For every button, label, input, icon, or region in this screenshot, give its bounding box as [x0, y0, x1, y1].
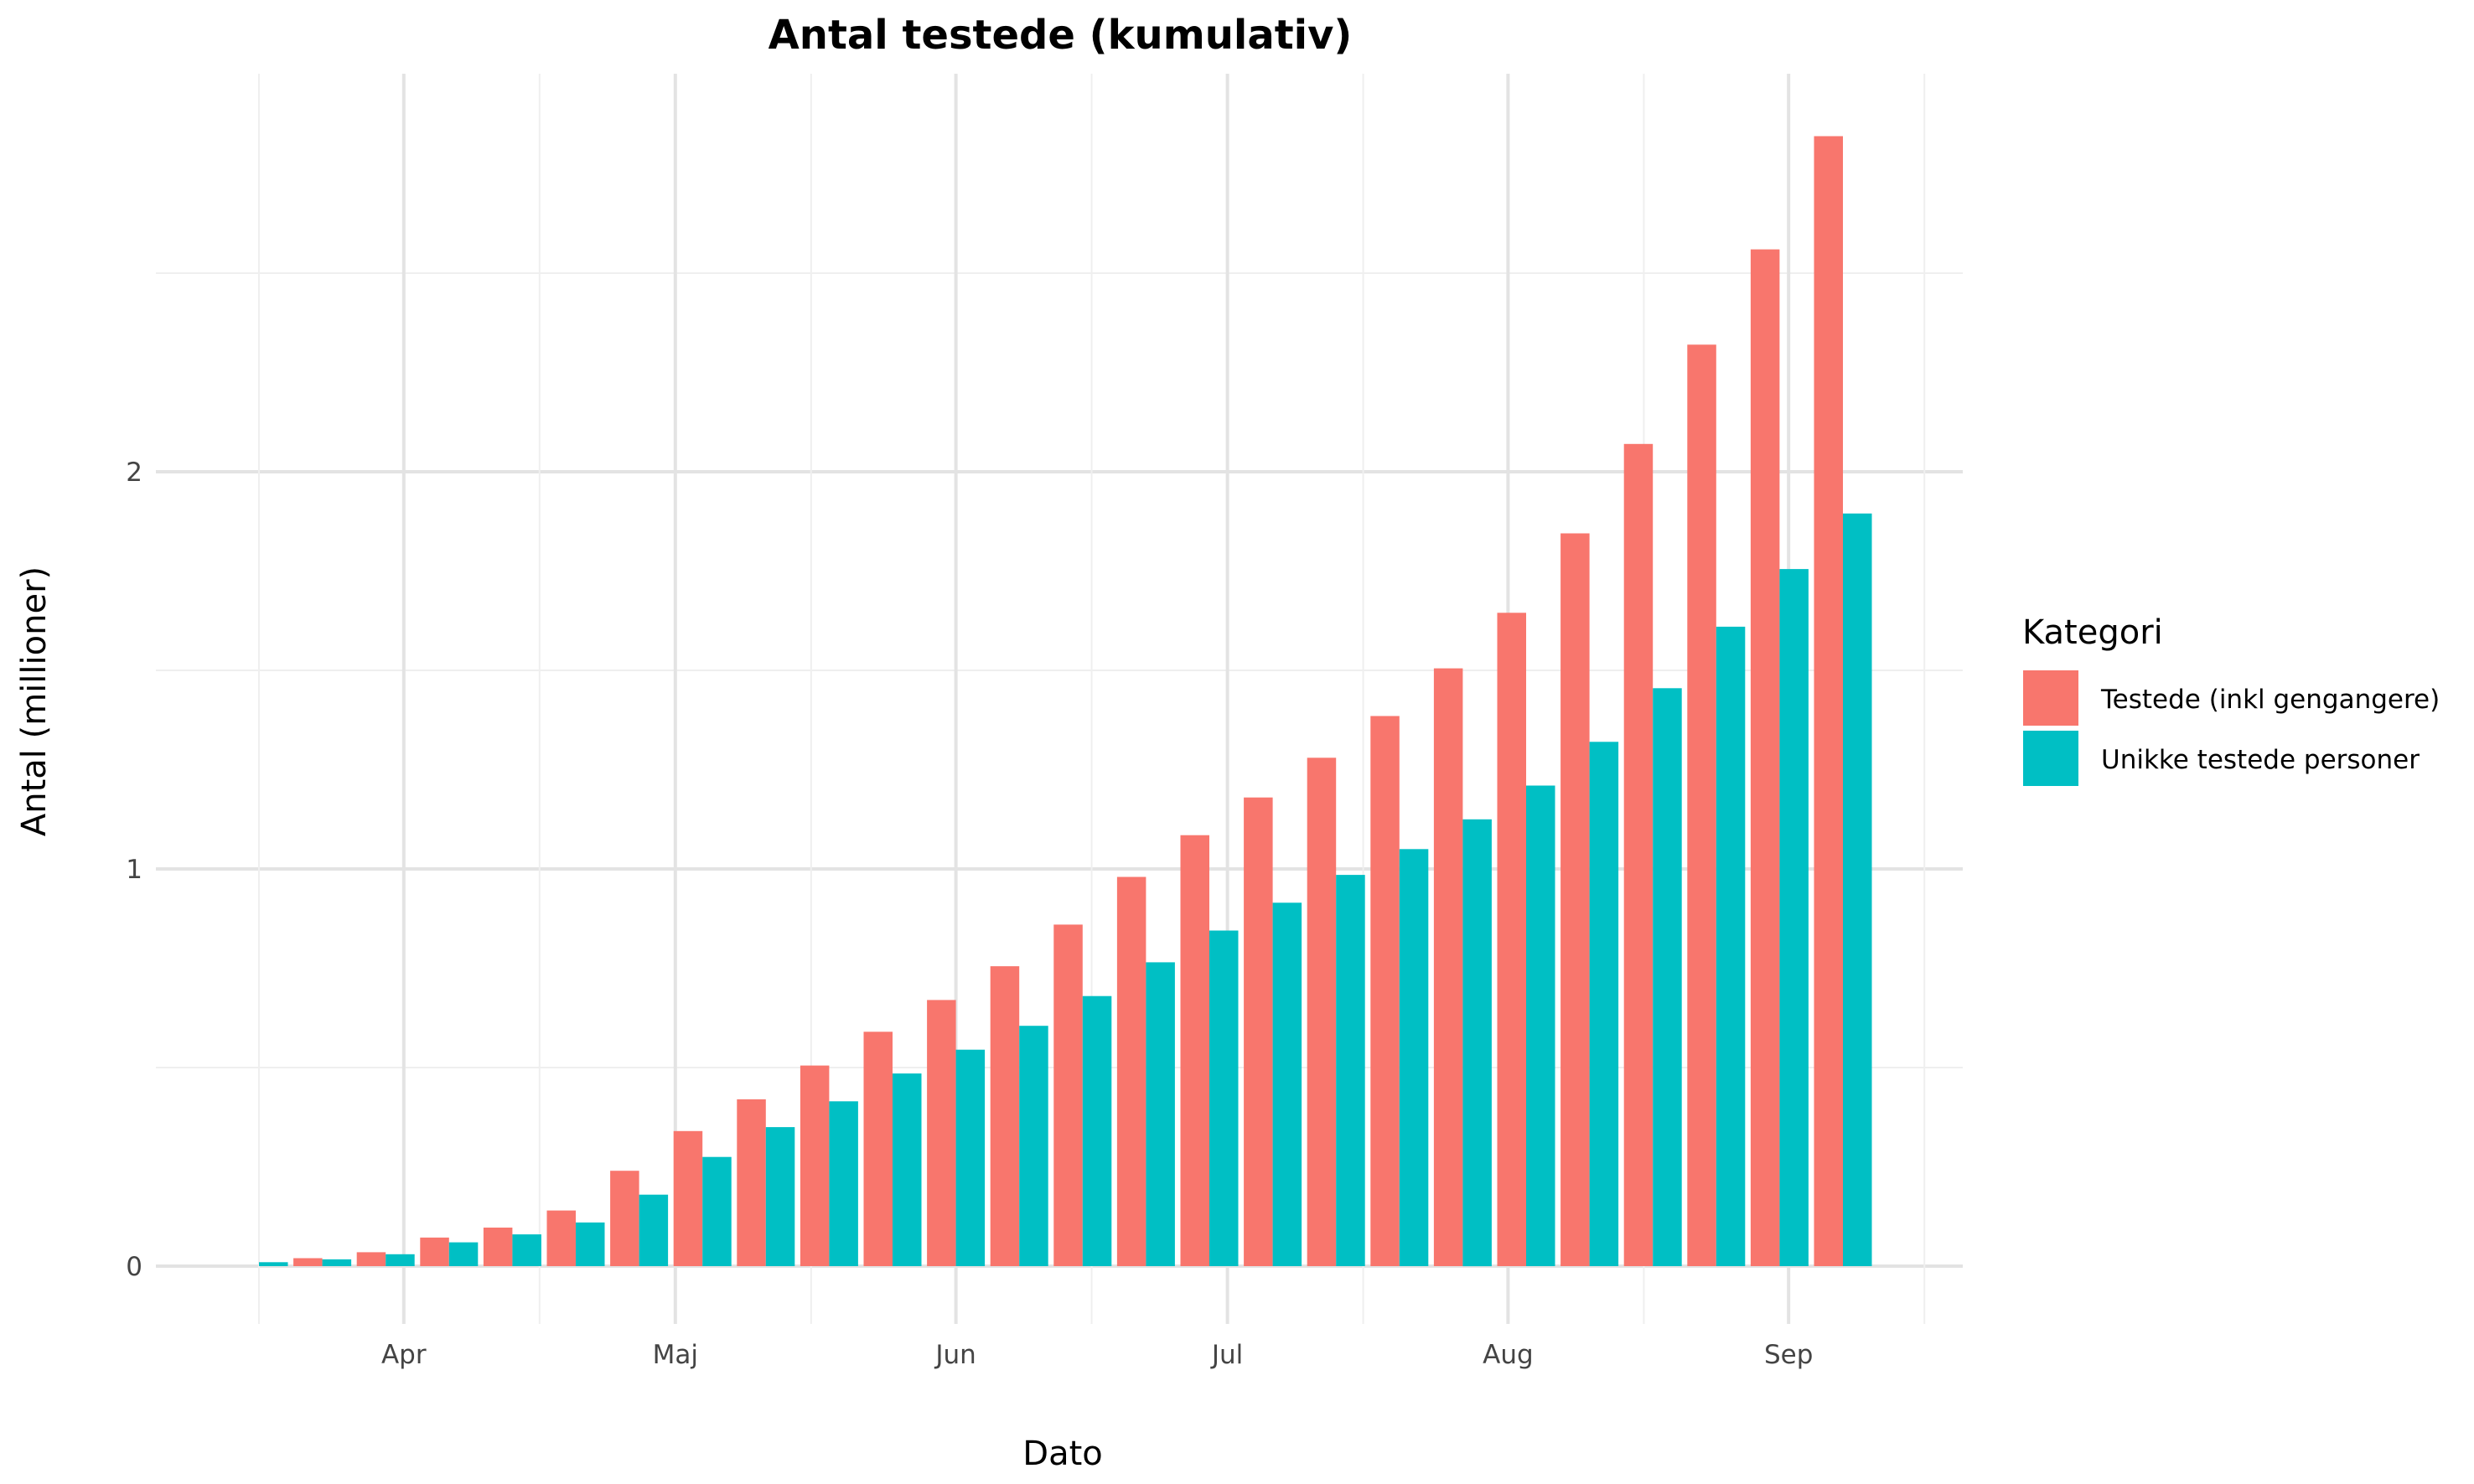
bar-unikke	[1272, 902, 1302, 1266]
bar-testede	[420, 1237, 449, 1266]
bar-testede	[1433, 668, 1463, 1266]
bar-testede	[1053, 924, 1083, 1266]
y-axis-title: Antal (millioner)	[15, 566, 54, 836]
bar-unikke	[1843, 513, 1872, 1266]
bar-testede	[1687, 344, 1716, 1266]
bar-unikke	[1082, 995, 1112, 1266]
bar-unikke	[1019, 1026, 1048, 1266]
bar-unikke	[512, 1234, 541, 1266]
bar-testede	[1814, 136, 1843, 1266]
bar-testede	[293, 1258, 323, 1266]
legend-title: Kategori	[2022, 613, 2163, 652]
legend-key-unikke	[2023, 731, 2078, 786]
bar-testede	[1307, 758, 1337, 1266]
bar-unikke	[1589, 742, 1619, 1266]
bar-testede	[863, 1032, 893, 1266]
bar-unikke	[639, 1194, 669, 1266]
legend-label-testede: Testede (inkl gengangere)	[2100, 685, 2440, 715]
legend-key-testede	[2023, 670, 2078, 726]
bar-unikke	[829, 1101, 858, 1266]
x-tick-label: Jun	[934, 1340, 976, 1370]
y-tick-label: 2	[126, 458, 142, 488]
y-tick-label: 1	[126, 855, 142, 885]
bar-testede	[1560, 533, 1590, 1266]
bar-unikke	[322, 1259, 352, 1266]
bar-testede	[1497, 613, 1526, 1266]
bar-unikke	[1462, 819, 1492, 1267]
legend: Kategori Testede (inkl gengangere) Unikk…	[2022, 613, 2440, 786]
bar-unikke	[448, 1242, 479, 1266]
bar-unikke	[259, 1262, 288, 1266]
bar-testede	[990, 966, 1020, 1266]
bar-testede	[800, 1065, 830, 1266]
bar-testede	[546, 1210, 576, 1266]
bar-testede	[1116, 876, 1146, 1266]
bar-unikke	[1209, 930, 1239, 1266]
bar-unikke	[1526, 785, 1555, 1266]
bars	[259, 136, 1872, 1267]
bar-testede	[610, 1171, 639, 1266]
bar-testede	[1623, 443, 1654, 1266]
bar-testede	[673, 1130, 703, 1266]
x-tick-label: Jul	[1210, 1340, 1243, 1370]
bar-unikke	[1716, 626, 1746, 1266]
tick-labels: Apr Maj Jun Jul Aug Sep 0 1 2	[126, 458, 1813, 1370]
bar-testede	[1244, 797, 1273, 1266]
bar-testede	[483, 1228, 513, 1266]
bar-unikke	[386, 1254, 415, 1266]
bar-testede	[1750, 249, 1780, 1267]
bar-testede	[356, 1252, 386, 1266]
x-tick-label: Sep	[1764, 1340, 1813, 1370]
bar-unikke	[955, 1049, 986, 1266]
bar-unikke	[702, 1156, 732, 1266]
x-tick-label: Aug	[1483, 1340, 1534, 1370]
bar-testede	[927, 1000, 956, 1266]
bar-unikke	[576, 1222, 605, 1266]
bar-testede	[1370, 716, 1400, 1266]
x-tick-label: Maj	[653, 1340, 698, 1370]
legend-label-unikke: Unikke testede personer	[2101, 745, 2420, 775]
bar-unikke	[893, 1073, 922, 1266]
chart-title: Antal testede (kumulativ)	[769, 12, 1353, 59]
bar-unikke	[1653, 688, 1682, 1266]
y-tick-label: 0	[126, 1252, 142, 1282]
bar-unikke	[1146, 962, 1175, 1266]
x-tick-label: Apr	[381, 1340, 427, 1370]
bar-unikke	[1779, 569, 1809, 1266]
bar-testede	[1180, 835, 1209, 1266]
bar-unikke	[1399, 849, 1429, 1266]
bar-unikke	[1336, 875, 1365, 1266]
bar-unikke	[765, 1127, 795, 1266]
bar-testede	[737, 1099, 766, 1266]
x-axis-title: Dato	[1022, 1435, 1102, 1473]
